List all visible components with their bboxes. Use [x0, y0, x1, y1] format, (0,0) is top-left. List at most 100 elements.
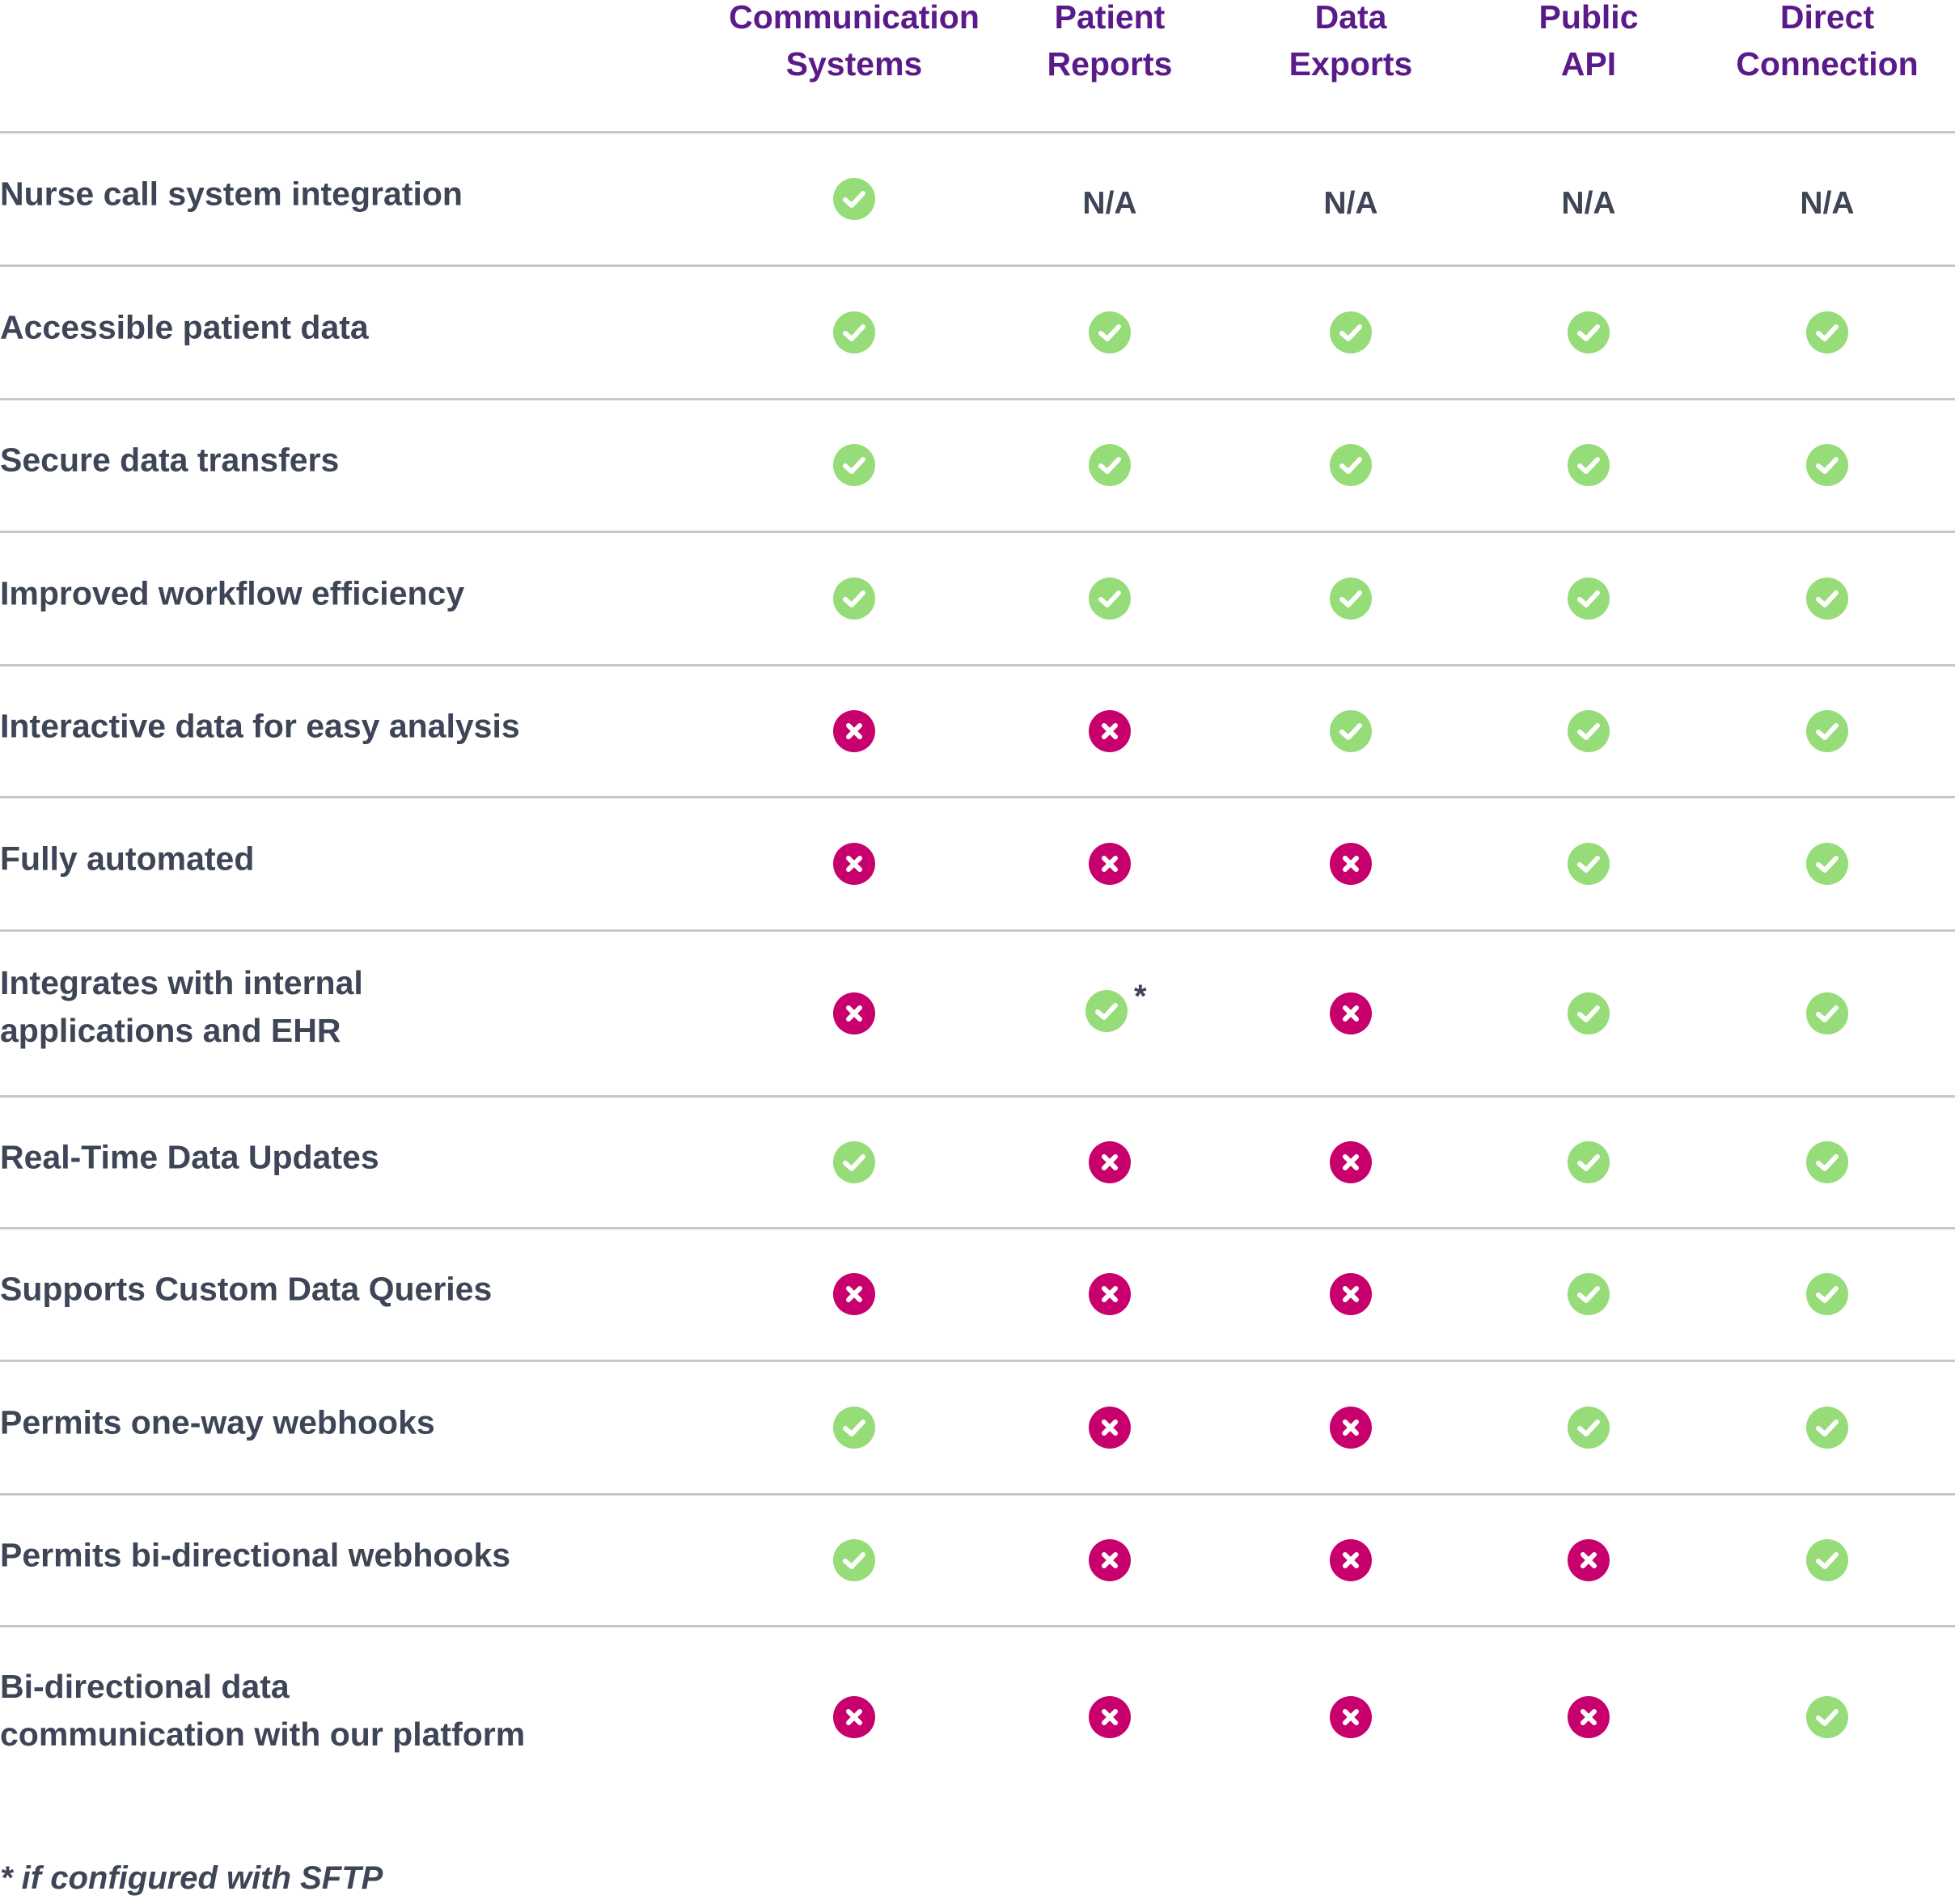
- column-header: Patient Reports: [956, 0, 1263, 87]
- row-label: Supports Custom Data Queries: [0, 1266, 492, 1314]
- x-circle-icon: [1330, 1406, 1372, 1449]
- check-circle-icon: [833, 444, 875, 486]
- check-circle-icon: [1568, 1140, 1610, 1183]
- row-label: Secure data transfers: [0, 437, 339, 484]
- check-circle-icon: [833, 1406, 875, 1449]
- column-header: Data Exports: [1197, 0, 1504, 87]
- check-circle-icon: [1330, 444, 1372, 486]
- row-label: Permits bi-directional webhooks: [0, 1531, 510, 1579]
- row-label-line: Interactive data for easy analysis: [0, 707, 520, 744]
- x-circle-icon: [1330, 1696, 1372, 1738]
- row-label: Improved workflow efficiency: [0, 569, 464, 617]
- check-circle-icon: [1568, 842, 1610, 885]
- row-label: Integrates with internal applications and…: [0, 959, 363, 1055]
- check-circle-icon: [1568, 709, 1610, 752]
- check-circle-icon: [833, 311, 875, 353]
- row-label-line: Integrates with internal: [0, 963, 363, 1001]
- column-header-text: Patient: [1054, 0, 1166, 36]
- row-label: Accessible patient data: [0, 303, 369, 351]
- check-circle-icon: [1568, 1273, 1610, 1315]
- x-circle-icon: [1089, 1406, 1131, 1449]
- check-circle-icon: [1330, 709, 1372, 752]
- x-circle-icon: [1330, 1538, 1372, 1581]
- check-circle-icon: [1806, 709, 1848, 752]
- check-circle-icon: [1330, 311, 1372, 353]
- column-header: Direct Connection: [1674, 0, 1955, 87]
- column-header-text: Public: [1538, 0, 1639, 36]
- row-divider: [0, 1227, 1955, 1229]
- column-header-text: Communication: [729, 0, 980, 36]
- row-label: Nurse call system integration: [0, 170, 463, 218]
- check-circle-icon: [1568, 992, 1610, 1035]
- row-label-line: Real-Time Data Updates: [0, 1138, 379, 1175]
- x-circle-icon: [1089, 1696, 1131, 1738]
- check-circle-icon: [1089, 444, 1131, 486]
- row-divider: [0, 1360, 1955, 1362]
- x-circle-icon: [1089, 842, 1131, 885]
- column-header-text: Connection: [1736, 45, 1919, 83]
- check-circle-icon: [1806, 1696, 1848, 1738]
- check-circle-icon: [1806, 1140, 1848, 1183]
- check-circle-icon: [1330, 577, 1372, 620]
- na-value: N/A: [1082, 185, 1137, 221]
- check-circle-icon: [833, 1538, 875, 1581]
- check-circle-icon: [833, 177, 875, 220]
- column-header-text: Reports: [1047, 45, 1173, 83]
- row-label-line: Supports Custom Data Queries: [0, 1270, 493, 1308]
- row-divider: [0, 131, 1955, 133]
- check-circle-icon: [1089, 577, 1131, 620]
- row-divider: [0, 929, 1955, 932]
- x-circle-icon: [833, 1696, 875, 1738]
- row-divider: [0, 1095, 1955, 1098]
- row-label-line: Bi-directional data: [0, 1668, 290, 1705]
- row-divider: [0, 531, 1955, 533]
- column-header-text: Systems: [785, 45, 923, 83]
- x-circle-icon: [833, 992, 875, 1035]
- check-circle-icon: [1568, 444, 1610, 486]
- check-circle-icon: [1806, 992, 1848, 1035]
- row-label: Interactive data for easy analysis: [0, 702, 520, 750]
- row-label-line: Permits one-way webhooks: [0, 1403, 435, 1441]
- column-header: Public API: [1435, 0, 1742, 87]
- x-circle-icon: [833, 842, 875, 885]
- column-header-text: API: [1560, 45, 1617, 83]
- column-header: Communication Systems: [700, 0, 1008, 87]
- row-label-line: Fully automated: [0, 840, 255, 877]
- row-label: Permits one-way webhooks: [0, 1398, 435, 1446]
- na-value: N/A: [1323, 185, 1378, 221]
- check-circle-icon: [1806, 311, 1848, 353]
- column-header-text: Exports: [1289, 45, 1413, 83]
- check-circle-icon: [1806, 1273, 1848, 1315]
- x-circle-icon: [1568, 1696, 1610, 1738]
- x-circle-icon: [1568, 1538, 1610, 1581]
- row-divider: [0, 264, 1955, 267]
- x-circle-icon: [1330, 992, 1372, 1035]
- row-label-line: Accessible patient data: [0, 308, 369, 345]
- row-divider: [0, 1625, 1955, 1627]
- x-circle-icon: [1330, 842, 1372, 885]
- x-circle-icon: [833, 1273, 875, 1315]
- check-circle-icon: [1806, 842, 1848, 885]
- footnote: * if configured with SFTP: [0, 1860, 383, 1896]
- row-label-line: Improved workflow efficiency: [0, 574, 465, 611]
- row-label: Fully automated: [0, 835, 254, 882]
- row-divider: [0, 796, 1955, 798]
- column-header-text: Data: [1314, 0, 1387, 36]
- x-circle-icon: [1330, 1140, 1372, 1183]
- check-circle-icon: [1806, 1538, 1848, 1581]
- x-circle-icon: [1330, 1273, 1372, 1315]
- row-label-line: communication with our platform: [0, 1716, 526, 1753]
- footnote-asterisk: *: [1134, 978, 1147, 1014]
- x-circle-icon: [1089, 1273, 1131, 1315]
- x-circle-icon: [1089, 709, 1131, 752]
- row-label: Bi-directional data communication with ou…: [0, 1663, 525, 1758]
- check-circle-icon: [1568, 577, 1610, 620]
- row-divider: [0, 1493, 1955, 1496]
- x-circle-icon: [1089, 1140, 1131, 1183]
- check-circle-icon: [833, 577, 875, 620]
- check-circle-icon: [1568, 311, 1610, 353]
- x-circle-icon: [1089, 1538, 1131, 1581]
- na-value: N/A: [1561, 185, 1616, 221]
- check-circle-icon: [1568, 1406, 1610, 1449]
- row-divider: [0, 664, 1955, 666]
